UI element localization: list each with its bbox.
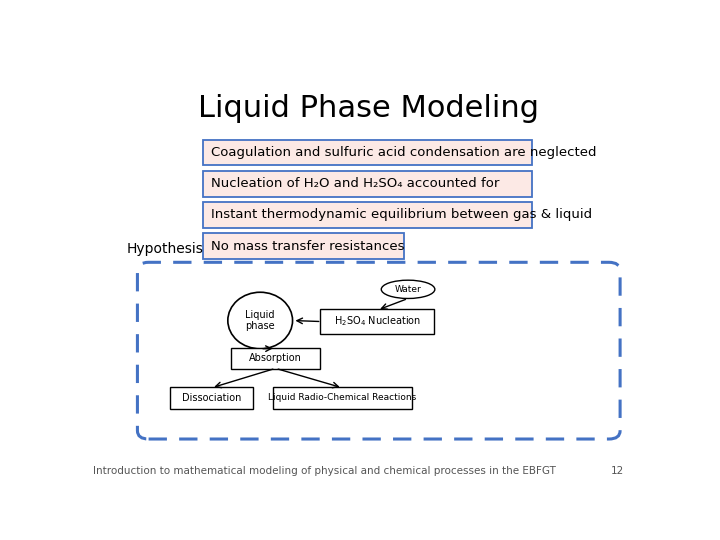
FancyBboxPatch shape (203, 140, 532, 165)
Text: Instant thermodynamic equilibrium between gas & liquid: Instant thermodynamic equilibrium betwee… (211, 208, 593, 221)
Ellipse shape (382, 280, 435, 299)
Text: Nucleation of H₂O and H₂SO₄ accounted for: Nucleation of H₂O and H₂SO₄ accounted fo… (211, 177, 500, 190)
Text: Dissociation: Dissociation (181, 393, 241, 403)
Text: Absorption: Absorption (249, 353, 302, 363)
FancyBboxPatch shape (320, 309, 434, 334)
Text: Liquid
phase: Liquid phase (246, 310, 275, 332)
Text: No mass transfer resistances: No mass transfer resistances (211, 240, 405, 253)
Text: Water: Water (395, 285, 421, 294)
Text: Hypothesis: Hypothesis (127, 241, 204, 255)
Ellipse shape (228, 292, 292, 349)
Text: Liquid Radio-Chemical Reactions: Liquid Radio-Chemical Reactions (269, 393, 417, 402)
FancyBboxPatch shape (170, 387, 253, 409)
Text: 12: 12 (611, 467, 624, 476)
Text: Introduction to mathematical modeling of physical and chemical processes in the : Introduction to mathematical modeling of… (93, 467, 556, 476)
FancyBboxPatch shape (203, 171, 532, 197)
Text: Liquid Phase Modeling: Liquid Phase Modeling (199, 94, 539, 123)
Text: H$_2$SO$_4$ Nucleation: H$_2$SO$_4$ Nucleation (334, 315, 421, 328)
FancyBboxPatch shape (203, 233, 404, 259)
FancyBboxPatch shape (231, 348, 320, 369)
Text: Coagulation and sulfuric acid condensation are neglected: Coagulation and sulfuric acid condensati… (211, 146, 597, 159)
FancyBboxPatch shape (203, 202, 532, 228)
FancyBboxPatch shape (273, 387, 412, 409)
